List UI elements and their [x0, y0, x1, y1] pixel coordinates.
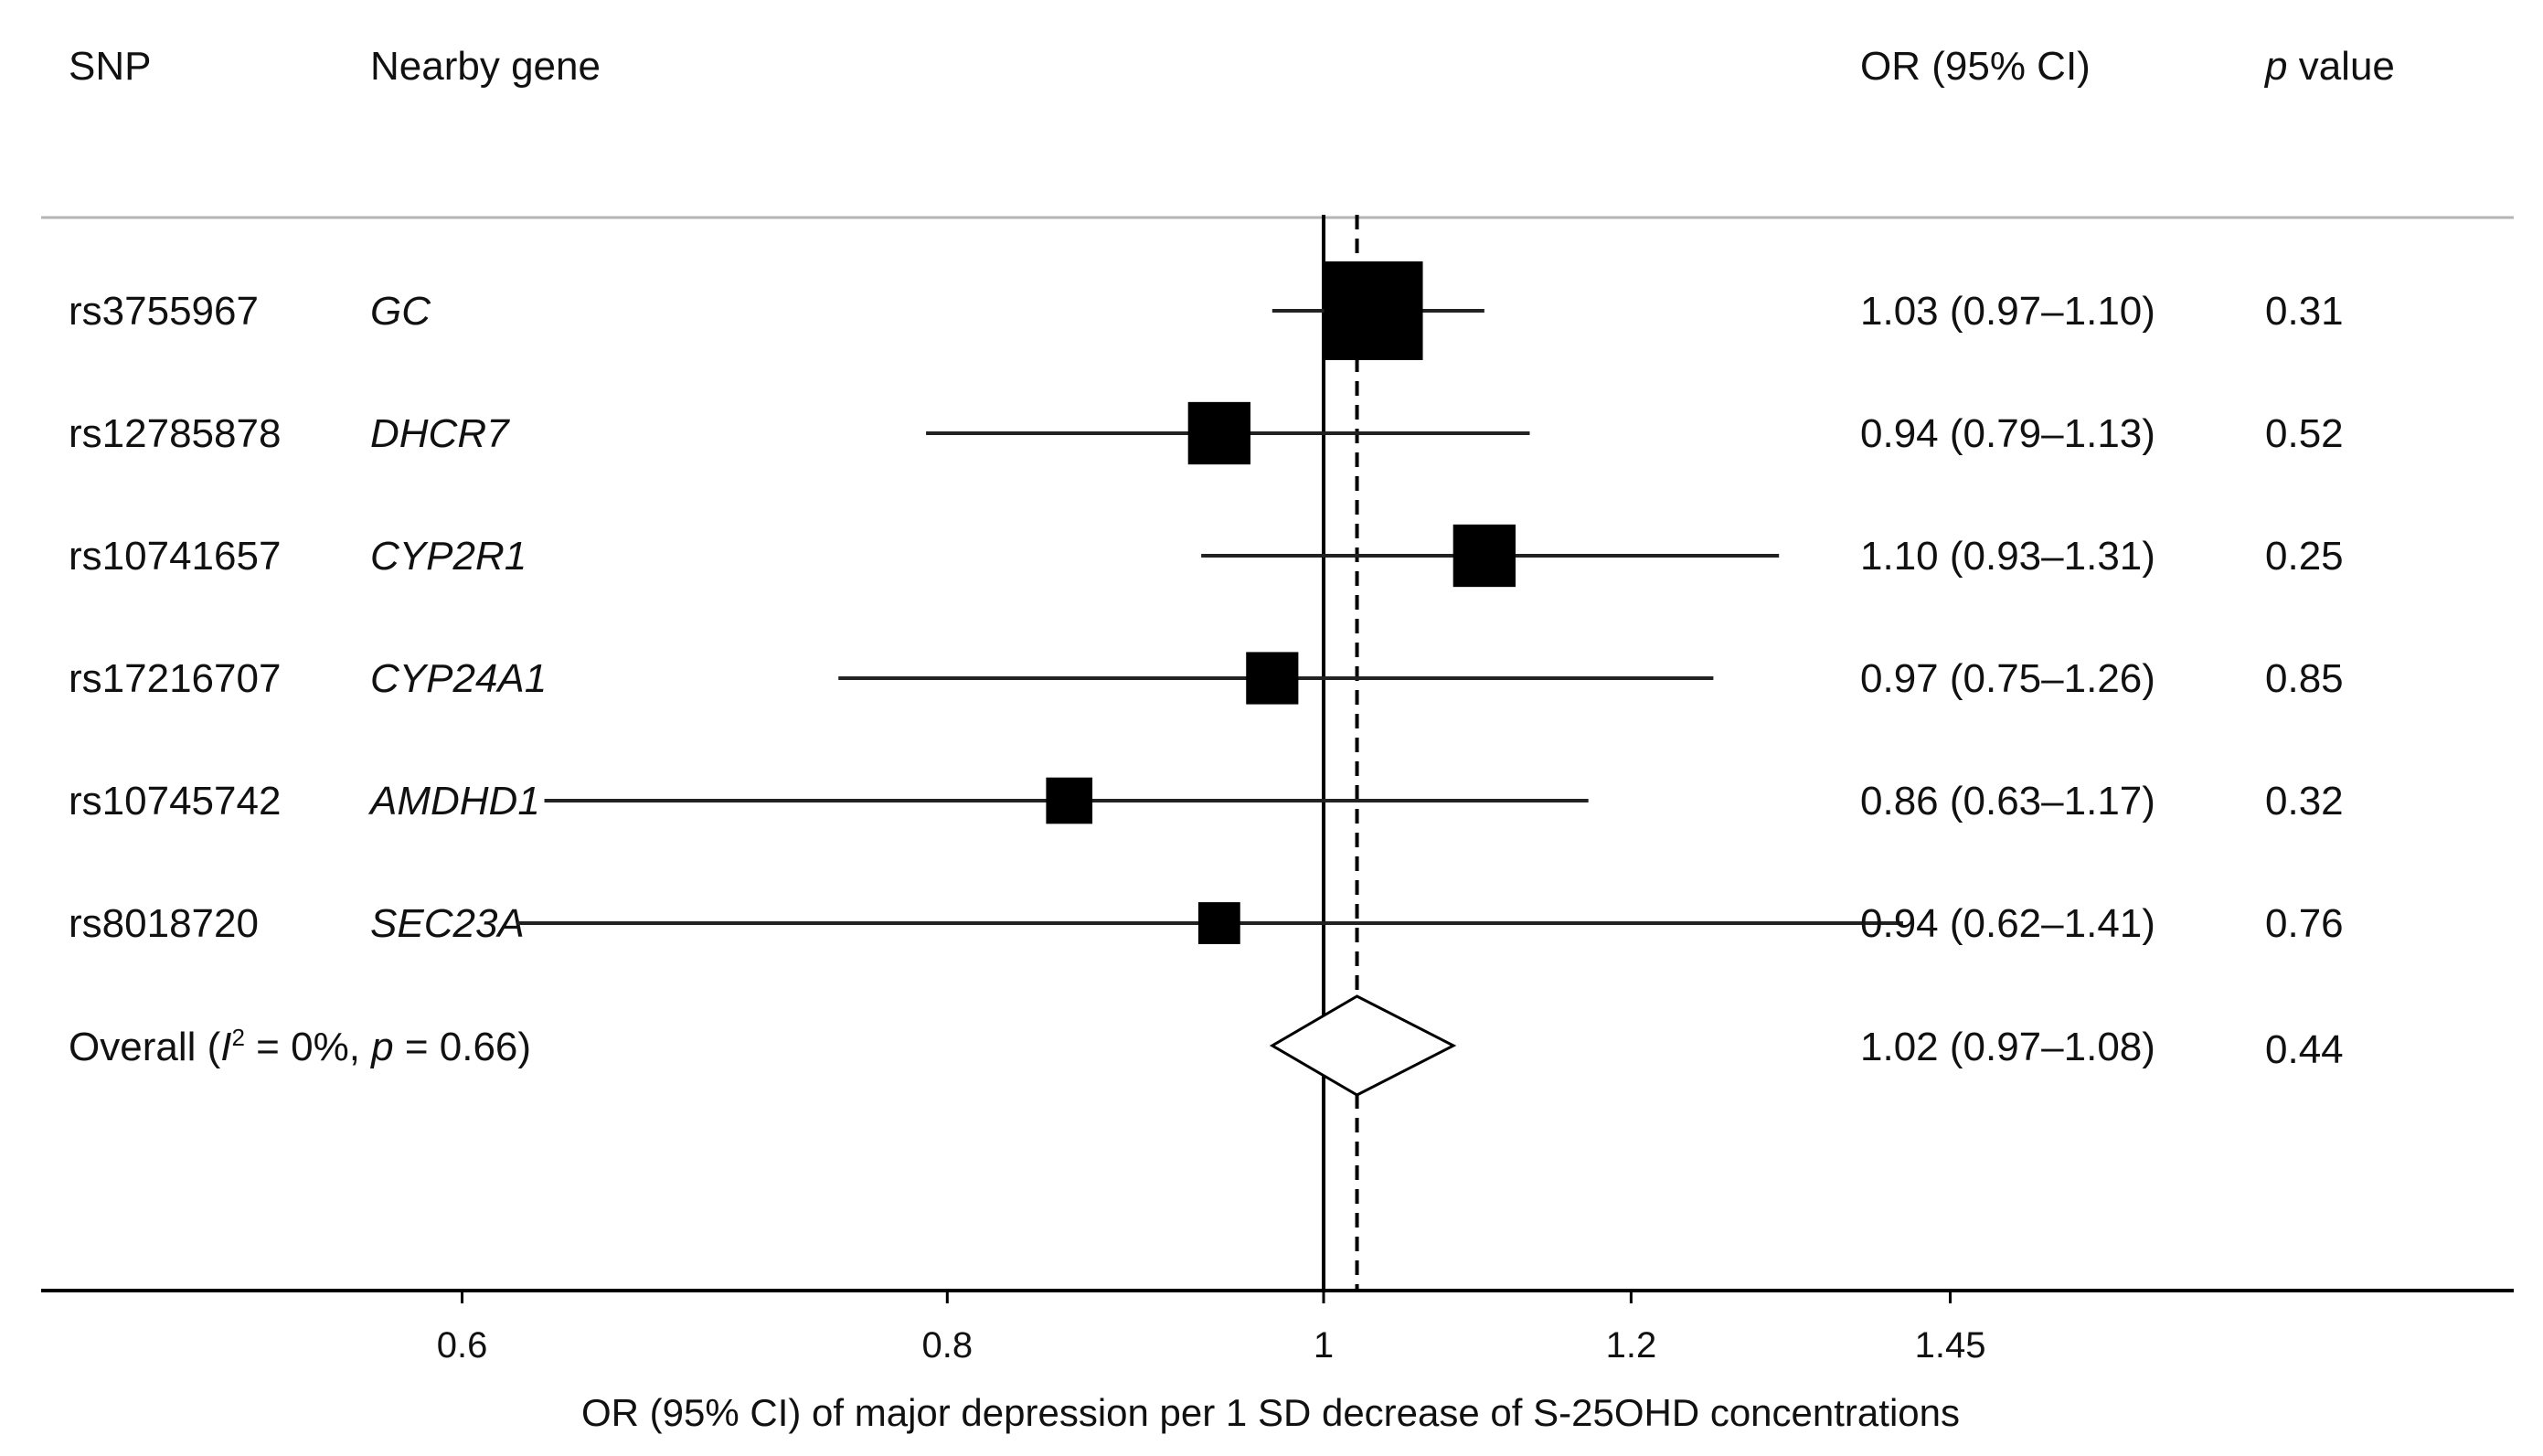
x-tick-label: 1	[1314, 1325, 1334, 1366]
row-gene: SEC23A	[370, 901, 525, 946]
point-estimate-box	[1187, 401, 1250, 465]
point-estimate-box	[1246, 652, 1299, 705]
row-gene: CYP24A1	[370, 656, 547, 701]
study-row: rs10741657 CYP2R1 1.10 (0.93–1.31) 0.25	[69, 524, 2344, 588]
study-row: rs8018720 SEC23A 0.94 (0.62–1.41) 0.76	[69, 901, 2344, 946]
point-estimate-box	[1452, 524, 1516, 588]
overall-row: Overall (I2 = 0%, p = 0.66) 1.02 (0.97–1…	[69, 994, 2344, 1097]
x-axis-title: OR (95% CI) of major depression per 1 SD…	[581, 1391, 1960, 1434]
header-nearby-gene: Nearby gene	[370, 44, 601, 89]
row-or-text: 1.10 (0.93–1.31)	[1860, 534, 2155, 579]
overall-diamond	[1269, 994, 1457, 1097]
row-p-value: 0.52	[2265, 411, 2344, 456]
row-or-text: 0.86 (0.63–1.17)	[1860, 779, 2155, 824]
header-or-ci: OR (95% CI)	[1860, 44, 2091, 89]
x-tick-label: 0.6	[437, 1325, 488, 1366]
study-row: rs3755967 GC 1.03 (0.97–1.10) 0.31	[69, 261, 2344, 360]
row-gene: GC	[370, 289, 431, 334]
row-snp: rs3755967	[69, 289, 259, 334]
row-p-value: 0.25	[2265, 534, 2344, 579]
overall-label: Overall (I2 = 0%, p = 0.66)	[69, 1024, 531, 1069]
header-snp: SNP	[69, 44, 151, 89]
row-p-value: 0.85	[2265, 656, 2344, 701]
point-estimate-box	[1197, 902, 1240, 944]
overall-p-value: 0.44	[2265, 1027, 2344, 1072]
study-row: rs10745742 AMDHD1 0.86 (0.63–1.17) 0.32	[69, 777, 2344, 824]
row-gene: CYP2R1	[370, 534, 527, 579]
row-snp: rs8018720	[69, 901, 259, 946]
study-row: rs17216707 CYP24A1 0.97 (0.75–1.26) 0.85	[69, 652, 2344, 705]
row-p-value: 0.76	[2265, 901, 2344, 946]
row-or-text: 0.97 (0.75–1.26)	[1860, 656, 2155, 701]
row-snp: rs12785878	[69, 411, 281, 456]
row-p-value: 0.31	[2265, 289, 2344, 334]
row-snp: rs10741657	[69, 534, 281, 579]
row-gene: DHCR7	[370, 411, 510, 456]
row-or-text: 0.94 (0.62–1.41)	[1860, 901, 2155, 946]
x-tick-label: 1.45	[1915, 1325, 1986, 1366]
overall-or-text: 1.02 (0.97–1.08)	[1860, 1025, 2155, 1069]
header-p-value: p value	[2263, 44, 2395, 89]
row-snp: rs17216707	[69, 656, 281, 701]
row-or-text: 1.03 (0.97–1.10)	[1860, 289, 2155, 334]
row-snp: rs10745742	[69, 779, 281, 824]
row-p-value: 0.32	[2265, 779, 2344, 824]
study-row: rs12785878 DHCR7 0.94 (0.79–1.13) 0.52	[69, 401, 2344, 465]
x-tick-label: 1.2	[1606, 1325, 1657, 1366]
point-estimate-box	[1046, 777, 1093, 824]
x-axis-ticks: 0.6 0.8 1 1.2 1.45	[437, 1291, 1986, 1366]
row-or-text: 0.94 (0.79–1.13)	[1860, 411, 2155, 456]
study-rows: rs3755967 GC 1.03 (0.97–1.10) 0.31 rs1278587…	[69, 261, 2344, 946]
x-tick-label: 0.8	[921, 1325, 973, 1366]
row-gene: AMDHD1	[367, 779, 540, 824]
point-estimate-box	[1324, 261, 1423, 360]
